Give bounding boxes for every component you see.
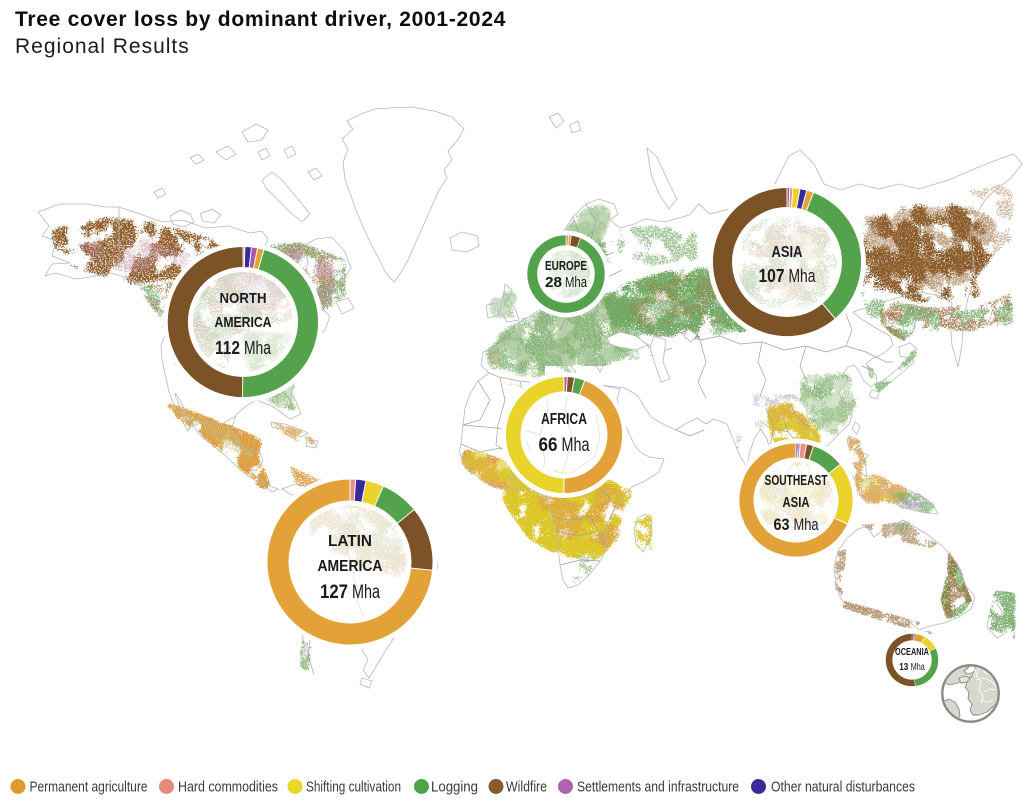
- svg-text:Mha: Mha: [794, 515, 819, 534]
- svg-text:Mha: Mha: [565, 274, 587, 291]
- svg-text:112: 112: [215, 337, 240, 358]
- svg-text:EUROPE: EUROPE: [545, 259, 587, 273]
- svg-text:Permanent agriculture: Permanent agriculture: [30, 779, 148, 796]
- svg-text:127: 127: [320, 582, 348, 603]
- svg-text:ASIA: ASIA: [783, 495, 810, 511]
- svg-text:Logging: Logging: [431, 779, 478, 796]
- svg-text:Mha: Mha: [911, 661, 925, 673]
- svg-text:66: 66: [539, 435, 558, 456]
- svg-text:13: 13: [899, 661, 908, 673]
- svg-text:Mha: Mha: [352, 582, 380, 603]
- svg-text:Wildfire: Wildfire: [506, 779, 547, 796]
- svg-text:AMERICA: AMERICA: [215, 314, 272, 331]
- svg-text:Other natural disturbances: Other natural disturbances: [771, 779, 915, 796]
- svg-text:AMERICA: AMERICA: [318, 558, 383, 575]
- svg-text:Mha: Mha: [789, 265, 817, 286]
- svg-text:Settlements and infrastructure: Settlements and infrastructure: [577, 779, 739, 796]
- svg-text:AFRICA: AFRICA: [541, 411, 587, 428]
- svg-text:Mha: Mha: [562, 435, 590, 456]
- svg-text:107: 107: [759, 265, 785, 286]
- svg-text:63: 63: [774, 515, 790, 534]
- svg-text:NORTH: NORTH: [220, 290, 267, 307]
- svg-text:Hard commodities: Hard commodities: [178, 779, 278, 796]
- svg-text:28: 28: [545, 274, 562, 291]
- svg-text:OCEANIA: OCEANIA: [895, 646, 929, 658]
- svg-text:SOUTHEAST: SOUTHEAST: [765, 473, 828, 489]
- svg-text:Shifting cultivation: Shifting cultivation: [306, 779, 401, 796]
- svg-text:Mha: Mha: [244, 337, 272, 358]
- svg-text:LATIN: LATIN: [328, 533, 372, 550]
- svg-text:ASIA: ASIA: [772, 244, 803, 261]
